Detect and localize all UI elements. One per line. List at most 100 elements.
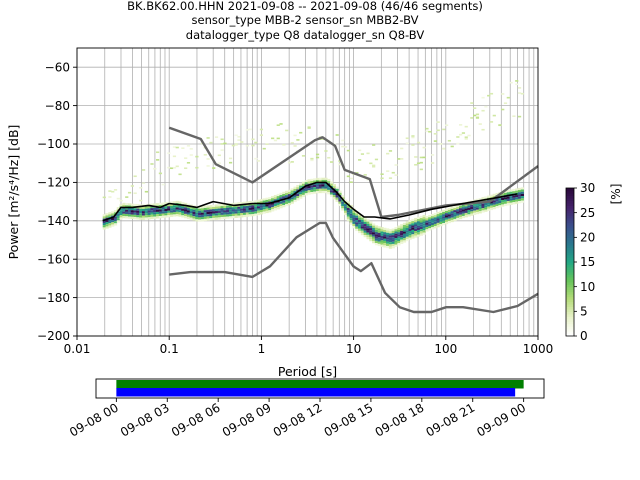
density-cell [380, 244, 384, 247]
density-cell [402, 224, 407, 228]
density-cell [343, 212, 348, 216]
density-cell [439, 213, 443, 216]
density-cell-sparse [386, 170, 390, 172]
density-cell [386, 228, 390, 231]
density-cell [175, 207, 179, 210]
density-cell [430, 225, 435, 228]
density-cell [400, 235, 404, 238]
colorbar-segment [566, 318, 574, 322]
density-cell [388, 246, 393, 249]
density-cell [475, 211, 480, 215]
density-cell [343, 199, 348, 202]
density-cell [158, 211, 163, 214]
density-cell [125, 203, 129, 206]
density-cell-sparse [341, 145, 345, 148]
density-cell [127, 214, 132, 217]
density-cell-sparse [209, 141, 213, 144]
colorbar-segment [566, 195, 574, 199]
density-cell [304, 193, 308, 196]
density-cell-sparse [228, 161, 233, 164]
density-cell-sparse [203, 153, 207, 156]
density-cell-sparse [195, 155, 199, 158]
density-cell [408, 230, 412, 234]
density-cell [153, 210, 157, 213]
density-cell [377, 235, 381, 238]
colorbar-segment [566, 234, 574, 238]
density-cell [520, 191, 524, 194]
density-cell [352, 215, 356, 218]
y-tick-label: −100 [37, 137, 70, 151]
density-cell [144, 213, 148, 216]
density-cell [436, 225, 440, 228]
density-cell [363, 235, 367, 238]
density-cell [343, 210, 348, 213]
density-cell [509, 198, 513, 201]
density-cell [372, 238, 376, 242]
density-cell [192, 214, 196, 217]
density-cell [383, 236, 387, 239]
density-cell [307, 192, 311, 195]
density-cell [237, 213, 241, 216]
density-cell [436, 214, 440, 217]
density-cell [304, 191, 308, 194]
density-cell [520, 189, 524, 192]
density-cell [251, 205, 255, 208]
density-cell-sparse [512, 115, 516, 117]
density-cell [512, 197, 516, 200]
density-cell-sparse [391, 171, 395, 174]
density-cell [495, 192, 499, 196]
density-cell [228, 207, 233, 210]
density-cell [388, 242, 393, 245]
y-tick-label: −120 [37, 176, 70, 190]
density-cell [341, 199, 345, 202]
colorbar-segment [566, 306, 574, 310]
density-cell [416, 225, 421, 228]
colorbar-tick-label: 10 [580, 280, 595, 294]
density-cell [119, 213, 123, 216]
density-cell [315, 188, 320, 192]
density-cell [442, 216, 446, 219]
density-cell-sparse [189, 154, 193, 156]
density-cell-sparse [133, 175, 137, 178]
timeline-tick-label: 09-08 15 [322, 400, 376, 439]
density-cell [377, 230, 381, 233]
density-cell [240, 215, 244, 218]
density-cell [394, 244, 398, 247]
density-cell [119, 217, 123, 220]
density-cell [139, 210, 143, 214]
density-cell [290, 192, 294, 195]
density-cell [203, 207, 207, 211]
density-cell [285, 190, 289, 193]
density-cell [318, 182, 322, 185]
density-cell [161, 209, 165, 212]
density-cell [402, 231, 407, 234]
density-cell [397, 238, 401, 241]
density-cell [369, 230, 373, 233]
density-cell [287, 194, 292, 197]
density-cell [301, 194, 306, 198]
density-cell [405, 234, 409, 237]
density-cell [411, 236, 415, 239]
density-cell [170, 203, 174, 206]
density-cell [450, 217, 454, 220]
density-cell [111, 211, 115, 214]
density-cell [122, 209, 126, 212]
density-cell [147, 217, 151, 220]
density-cell [139, 206, 143, 209]
density-cell [111, 220, 115, 223]
density-cell [487, 204, 491, 207]
density-cell [223, 210, 227, 213]
density-cell [209, 216, 213, 219]
density-cell [198, 206, 202, 209]
colorbar-tick-label: 30 [580, 181, 595, 195]
density-cell [430, 222, 435, 226]
density-cell [369, 234, 373, 237]
density-cell [411, 229, 415, 233]
density-cell [212, 213, 216, 216]
density-cell [358, 217, 362, 220]
density-cell [301, 190, 306, 193]
density-cell [231, 202, 235, 206]
density-cell [150, 214, 154, 217]
density-cell-sparse [489, 121, 494, 123]
density-cell [405, 238, 409, 242]
